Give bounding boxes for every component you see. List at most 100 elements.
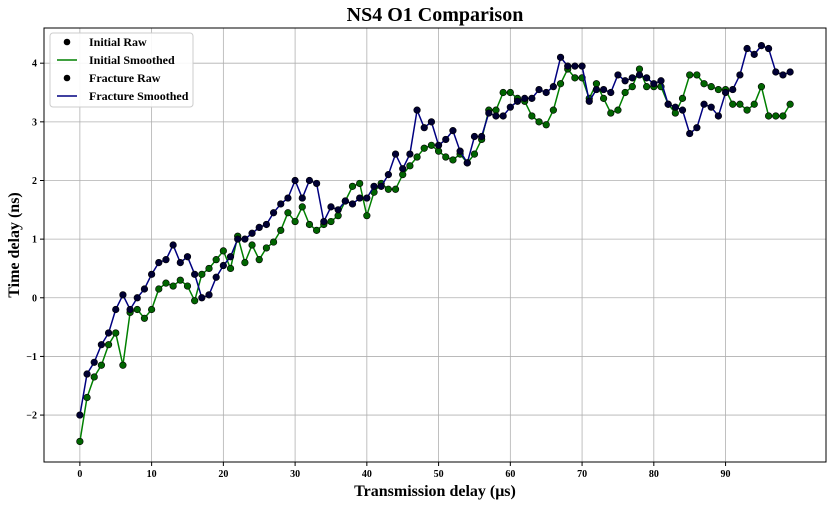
- raw-data-point: [470, 132, 479, 141]
- raw-data-point: [176, 258, 184, 267]
- raw-data-point: [277, 200, 285, 208]
- raw-data-point: [248, 241, 256, 249]
- raw-data-point: [356, 194, 364, 202]
- raw-data-point: [391, 150, 400, 158]
- raw-data-point: [305, 176, 314, 185]
- raw-data-point: [262, 220, 271, 229]
- raw-data-point: [76, 437, 84, 446]
- raw-data-point: [112, 305, 120, 314]
- raw-data-point: [191, 270, 199, 278]
- raw-data-point: [678, 94, 687, 102]
- raw-data-point: [786, 100, 794, 108]
- x-tick-label: 0: [77, 469, 82, 480]
- raw-data-point: [370, 182, 378, 190]
- x-tick-label: 30: [290, 469, 300, 480]
- raw-data-point: [528, 94, 536, 102]
- raw-data-point: [585, 97, 593, 105]
- raw-data-point: [420, 144, 428, 152]
- raw-data-point: [714, 85, 722, 94]
- raw-data-point: [678, 106, 687, 114]
- raw-data-point: [219, 261, 227, 270]
- raw-data-point: [406, 150, 414, 158]
- raw-data-point: [463, 159, 471, 167]
- raw-data-point: [750, 100, 758, 108]
- raw-data-point: [90, 358, 98, 366]
- raw-data-point: [212, 256, 220, 264]
- legend-box: [49, 32, 194, 108]
- raw-data-point: [255, 223, 263, 232]
- raw-data-point: [313, 226, 321, 234]
- x-tick-label: 20: [218, 469, 228, 480]
- x-tick-label: 50: [434, 469, 444, 480]
- x-tick-label: 80: [649, 469, 659, 480]
- raw-data-point: [621, 88, 629, 97]
- raw-data-point: [104, 341, 113, 349]
- raw-data-point: [363, 212, 371, 220]
- raw-data-point: [786, 68, 794, 76]
- raw-data-point: [671, 103, 679, 111]
- raw-data-point: [198, 270, 206, 278]
- y-tick-label: 0: [32, 293, 37, 304]
- raw-data-point: [657, 77, 665, 85]
- legend-label: Initial Raw: [89, 35, 147, 49]
- raw-data-point: [614, 71, 622, 79]
- raw-data-point: [729, 85, 737, 94]
- x-tick-label: 70: [577, 469, 587, 480]
- raw-data-point: [83, 393, 91, 402]
- raw-data-point: [707, 103, 715, 111]
- y-tick-label: −1: [26, 352, 37, 363]
- raw-data-point: [269, 209, 278, 217]
- y-axis-label: Time delay (ns): [6, 192, 23, 297]
- raw-data-point: [736, 100, 744, 108]
- raw-data-point: [413, 153, 421, 161]
- raw-data-point: [779, 112, 787, 120]
- raw-data-point: [542, 121, 550, 129]
- raw-data-point: [578, 62, 586, 70]
- raw-data-point: [262, 244, 271, 252]
- raw-data-point: [97, 341, 105, 349]
- raw-data-point: [478, 132, 486, 141]
- y-tick-label: 3: [32, 117, 37, 128]
- raw-data-point: [234, 235, 242, 243]
- raw-data-point: [743, 44, 751, 53]
- raw-data-point: [434, 141, 443, 149]
- raw-data-point: [183, 282, 192, 290]
- raw-data-point: [140, 314, 149, 322]
- raw-data-point: [148, 305, 156, 314]
- raw-data-point: [97, 361, 105, 369]
- legend-item-fracture-smoothed: Fracture Smoothed: [57, 89, 189, 103]
- raw-data-point: [104, 329, 113, 337]
- raw-data-point: [241, 258, 249, 267]
- raw-data-point: [406, 162, 414, 170]
- raw-data-point: [384, 185, 392, 193]
- raw-data-point: [693, 124, 701, 132]
- raw-data-point: [162, 279, 170, 287]
- raw-data-point: [714, 112, 722, 120]
- raw-data-point: [119, 361, 127, 369]
- raw-data-point: [119, 291, 127, 299]
- raw-data-point: [176, 276, 184, 284]
- raw-data-point: [391, 185, 400, 193]
- raw-data-point: [521, 94, 529, 102]
- raw-data-point: [442, 153, 450, 161]
- raw-data-point: [399, 165, 407, 173]
- raw-data-point: [470, 150, 479, 158]
- legend-item-initial-smoothed: Initial Smoothed: [57, 53, 175, 67]
- raw-data-point: [377, 182, 385, 190]
- raw-data-point: [427, 141, 436, 149]
- raw-data-point: [607, 109, 615, 117]
- y-tick-label: −2: [26, 411, 37, 422]
- raw-data-point: [599, 94, 608, 102]
- x-tick-label: 90: [721, 469, 731, 480]
- raw-data-point: [327, 203, 335, 211]
- raw-data-point: [155, 258, 163, 267]
- raw-data-point: [628, 83, 636, 91]
- legend-marker: [63, 74, 71, 82]
- raw-data-point: [155, 285, 163, 293]
- raw-data-point: [269, 238, 278, 246]
- raw-data-point: [205, 264, 213, 273]
- y-tick-label: 4: [32, 59, 37, 70]
- raw-data-point: [499, 112, 507, 120]
- raw-data-point: [721, 88, 730, 97]
